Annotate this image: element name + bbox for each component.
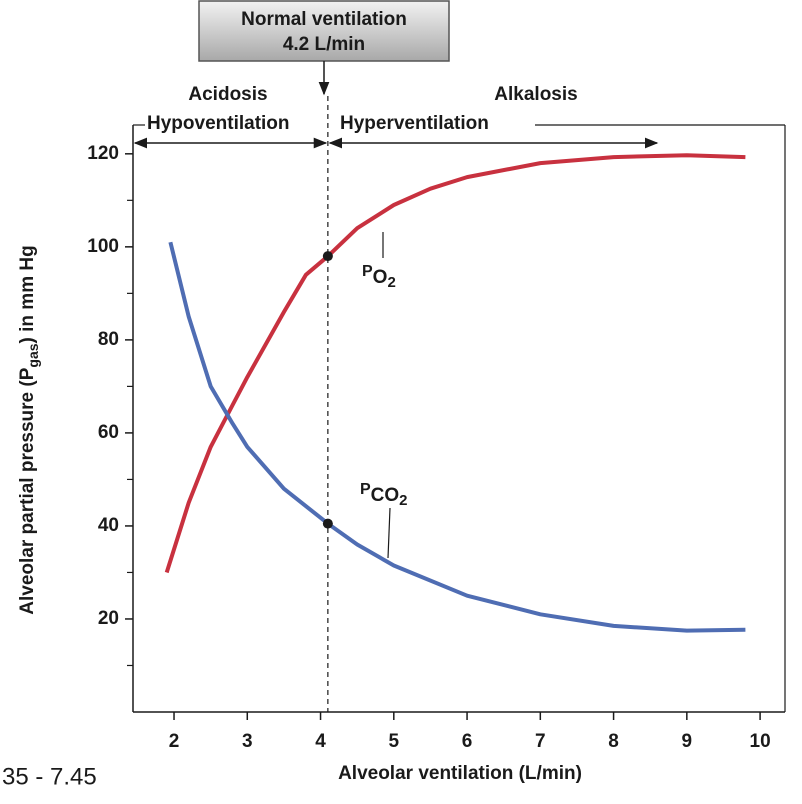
label-subsub: 2 — [399, 492, 407, 509]
label-leader — [387, 507, 391, 559]
x-tick-label: 8 — [608, 731, 619, 752]
normal-point — [322, 251, 333, 262]
box-title: Normal ventilation — [241, 9, 407, 30]
y-tick-label: 60 — [98, 422, 119, 443]
series-label: PO2 — [362, 263, 396, 291]
x-tick-label: 3 — [242, 731, 253, 752]
normal-point — [322, 518, 333, 529]
y-tick-label: 40 — [98, 515, 119, 536]
x-tick-label: 10 — [750, 731, 771, 752]
y-label-sub: gas — [25, 343, 41, 367]
footnote: 35 - 7.45 — [2, 763, 97, 790]
box-subtitle: 4.2 L/min — [283, 34, 365, 55]
y-tick-label: 120 — [87, 143, 119, 164]
x-tick-label: 6 — [462, 731, 473, 752]
label-subsub: 2 — [387, 274, 395, 291]
series-line — [164, 153, 746, 574]
series-label: PCO2 — [360, 481, 408, 509]
label-main: P — [360, 481, 371, 498]
x-tick-label: 5 — [389, 731, 400, 752]
y-label-part: ) in mm Hg — [17, 245, 38, 343]
y-axis-label: Alveolar partial pressure (Pgas) in mm H… — [17, 245, 41, 614]
x-tick-label: 2 — [169, 731, 180, 752]
series-line — [168, 241, 746, 633]
y-tick-label: 20 — [98, 608, 119, 629]
x-tick-label: 4 — [315, 731, 326, 752]
hyper-label: Hyperventilation — [340, 113, 489, 134]
label-main: P — [362, 263, 373, 280]
label-sub: CO — [371, 485, 400, 506]
y-label-part: Alveolar partial pressure (P — [17, 367, 38, 614]
title-box — [198, 0, 450, 62]
x-tick-label: 9 — [682, 731, 693, 752]
x-axis-label: Alveolar ventilation (L/min) — [338, 763, 582, 784]
acidosis-label: Acidosis — [188, 84, 267, 105]
label-sub: O — [373, 267, 388, 288]
alkalosis-label: Alkalosis — [494, 84, 577, 105]
y-tick-label: 100 — [87, 236, 119, 257]
hypo-label: Hypoventilation — [147, 113, 290, 134]
x-tick-label: 7 — [535, 731, 546, 752]
y-tick-label: 80 — [98, 329, 119, 350]
